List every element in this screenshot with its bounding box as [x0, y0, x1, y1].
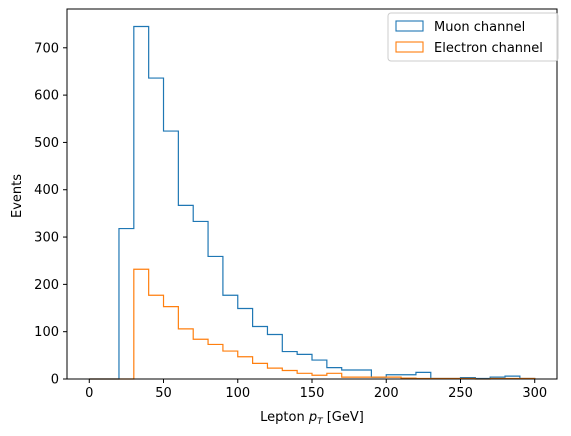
legend-swatch-muon: [395, 20, 424, 32]
series-step-muon: [89, 25, 536, 380]
y-tick-label: 100: [34, 325, 59, 340]
x-tick-label: 300: [522, 386, 547, 401]
y-tick-label: 300: [34, 231, 59, 246]
x-tick-label: 100: [225, 386, 250, 401]
legend-label-electron: Electron channel: [434, 41, 543, 56]
x-tick-label: 150: [300, 386, 325, 401]
x-axis-label-main: Lepton: [260, 410, 309, 425]
y-tick-label: 400: [34, 183, 59, 198]
x-tick-label: 200: [374, 386, 399, 401]
legend-swatch-electron: [395, 41, 424, 53]
y-tick-label: 700: [34, 41, 59, 56]
legend-box: [387, 12, 559, 62]
y-tick-label: 600: [34, 89, 59, 104]
x-tick-label: 50: [155, 386, 172, 401]
plot-area: [67, 9, 557, 379]
x-axis-label-variable: p: [308, 410, 317, 425]
x-axis-label: Lepton pT [GeV]: [260, 410, 364, 427]
y-tick-label: 200: [34, 278, 59, 293]
legend: Muon channel Electron channel: [387, 12, 559, 62]
x-tick-label: 250: [448, 386, 473, 401]
axis-ticks: 0 50 100 150 200 250 300 0 100 200 300 400 500 600 700: [34, 41, 547, 401]
y-tick-label: 0: [51, 373, 59, 388]
x-axis-label-unit: [GeV]: [323, 410, 364, 425]
plot-background: [67, 9, 557, 379]
y-tick-label: 500: [34, 136, 59, 151]
x-axis-label-subscript: T: [317, 417, 324, 427]
x-tick-label: 0: [85, 386, 93, 401]
y-axis-label: Events: [10, 174, 25, 218]
legend-label-muon: Muon channel: [434, 20, 525, 35]
